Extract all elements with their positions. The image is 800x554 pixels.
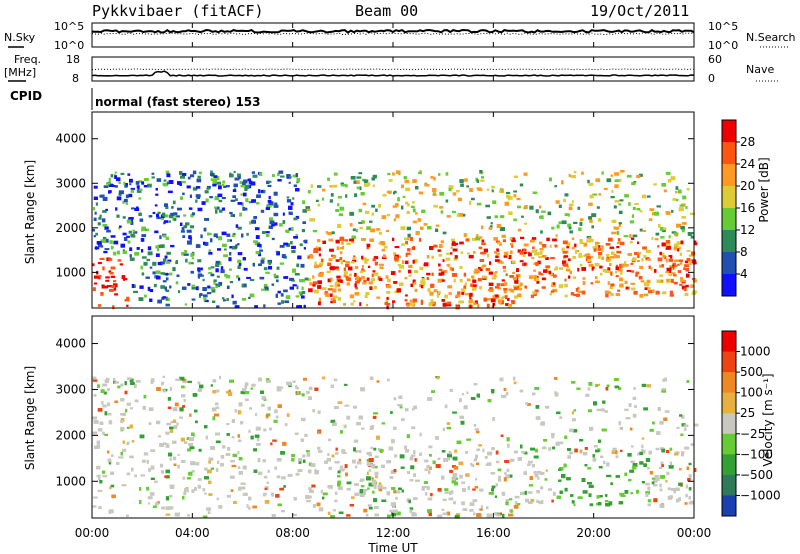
velocity-panel: 4000 3000 2000 1000 Slant Range [km] 1000 50…	[23, 315, 781, 519]
noise-sky-trace	[91, 28, 695, 34]
range-tick-label: 2000	[55, 428, 86, 442]
time-axis-label: Time UT	[367, 541, 418, 554]
range-tick-label: 3000	[55, 176, 86, 190]
power-panel: 4000 3000 2000 1000 Slant Range [km] 28 24 20…	[23, 111, 771, 310]
time-tick-label: 12:00	[376, 526, 411, 540]
freq-trace	[91, 70, 695, 77]
nave-label: Nave	[746, 63, 774, 76]
time-tick-label: 00:00	[75, 526, 110, 540]
colorbar-tick-label: 25	[740, 406, 755, 420]
power-y-axis: 4000 3000 2000 1000	[55, 132, 694, 279]
colorbar-tick-label: 8	[740, 245, 748, 259]
time-tick-label: 08:00	[275, 526, 310, 540]
freq-label: Freq.	[14, 53, 41, 66]
date-title: 19/Oct/2011	[590, 2, 689, 20]
noise-search-trace	[91, 32, 695, 36]
time-tick-label: 20:00	[576, 526, 611, 540]
freq-left-tick-top: 18	[66, 53, 80, 66]
velocity-y-axis: 4000 3000 2000 1000	[55, 337, 694, 488]
velocity-y-label: Slant Range [km]	[23, 366, 37, 470]
cpid-panel: CPID normal (fast stereo) 153	[10, 88, 261, 110]
time-tick-label: 16:00	[476, 526, 511, 540]
noise-left-tick-top: 10^5	[54, 20, 84, 33]
freq-right-tick-bottom: 0	[708, 72, 715, 85]
velocity-colorbar-label: Velocity [m s⁻¹]	[761, 373, 775, 466]
power-y-label: Slant Range [km]	[23, 160, 37, 264]
colorbar-tick-label: 28	[740, 135, 755, 149]
colorbar-tick-label: 4	[740, 267, 748, 281]
time-axis: 00:00 04:00 08:00 12:00 16:00 20:00 00:00	[75, 23, 712, 540]
colorbar-tick-label: 20	[740, 179, 755, 193]
noise-panel: N.Sky 10^5 10^0 10^5 10^0 N.Search	[4, 20, 796, 52]
station-title: Pykkvibaer (fitACF)	[92, 2, 264, 20]
noise-left-tick-bottom: 10^0	[54, 39, 84, 52]
colorbar-tick-label: −500	[740, 468, 773, 482]
noise-search-label: N.Search	[746, 31, 796, 44]
cpid-text: normal (fast stereo) 153	[95, 95, 261, 109]
range-tick-label: 3000	[55, 382, 86, 396]
colorbar-tick-label: 12	[740, 223, 755, 237]
colorbar-tick-label: −100	[740, 447, 773, 461]
power-colorbar-label: Power [dB]	[757, 157, 771, 222]
velocity-colorbar: 1000 500 100 25 −25 −100 −500 −1000	[721, 330, 781, 517]
range-tick-label: 2000	[55, 221, 86, 235]
time-tick-label: 00:00	[677, 526, 712, 540]
beam-title: Beam 00	[355, 2, 418, 20]
freq-left-tick-bottom: 8	[72, 72, 79, 85]
cpid-label: CPID	[10, 89, 42, 103]
freq-right-tick-top: 60	[708, 53, 722, 66]
range-tick-label: 4000	[55, 132, 86, 146]
colorbar-tick-label: 100	[740, 386, 763, 400]
range-tick-label: 1000	[55, 265, 86, 279]
nave-trace	[91, 68, 695, 71]
colorbar-tick-label: 1000	[740, 345, 771, 359]
velocity-heatmap	[92, 375, 699, 519]
colorbar-tick-label: 500	[740, 365, 763, 379]
noise-right-tick-top: 10^5	[708, 20, 738, 33]
colorbar-tick-label: −1000	[740, 488, 781, 502]
power-colorbar: 28 24 20 16 12 8 4	[721, 119, 755, 297]
power-heatmap	[92, 169, 698, 310]
range-tick-label: 4000	[55, 337, 86, 351]
range-tick-label: 1000	[55, 474, 86, 488]
colorbar-tick-label: 24	[740, 157, 755, 171]
freq-unit: [MHz]	[4, 66, 36, 79]
noise-right-tick-bottom: 10^0	[708, 39, 738, 52]
colorbar-tick-label: 16	[740, 201, 755, 215]
freq-panel: Freq. [MHz] 18 8 60 0 Nave	[4, 53, 780, 85]
time-tick-label: 04:00	[175, 526, 210, 540]
colorbar-tick-label: −25	[740, 427, 765, 441]
noise-sky-label: N.Sky	[4, 31, 36, 44]
